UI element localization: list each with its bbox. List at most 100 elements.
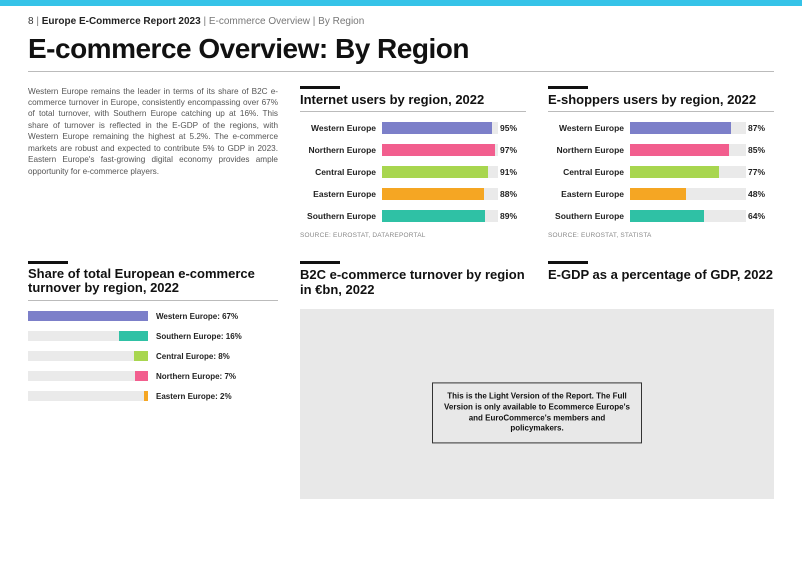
bar-fill <box>630 210 704 222</box>
bar-fill <box>119 331 148 341</box>
bar-track: 87% <box>630 122 746 134</box>
bar-row: Central Europe91% <box>300 164 526 180</box>
title-overline <box>300 86 340 89</box>
bar-track: 85% <box>630 144 746 156</box>
bar-value: 88% <box>500 188 524 200</box>
locked-panels: B2C e-commerce turnover by region in €bn… <box>300 261 774 499</box>
bar-label: Western Europe <box>548 123 630 133</box>
bar-track: 77% <box>630 166 746 178</box>
locked-panel-left: B2C e-commerce turnover by region in €bn… <box>300 261 526 309</box>
top-row: Western Europe remains the leader in ter… <box>28 86 774 239</box>
bar-label: Central Europe: 8% <box>156 352 230 361</box>
chart-title: Share of total European e-commerce turno… <box>28 267 278 302</box>
bar-track <box>28 331 148 341</box>
bar-track: 97% <box>382 144 498 156</box>
bar-label: Northern Europe: 7% <box>156 372 236 381</box>
chart-title: E-shoppers users by region, 2022 <box>548 92 774 112</box>
bar-row: Central Europe: 8% <box>28 349 278 363</box>
chart-source: SOURCE: EUROSTAT, STATISTA <box>548 232 774 239</box>
bar-value: 64% <box>748 210 772 222</box>
bar-fill <box>134 351 148 361</box>
bar-track: 95% <box>382 122 498 134</box>
bar-fill <box>382 166 488 178</box>
title-overline <box>548 86 588 89</box>
bar-track: 48% <box>630 188 746 200</box>
bar-track: 88% <box>382 188 498 200</box>
bar-fill <box>630 166 719 178</box>
bar-label: Northern Europe <box>300 145 382 155</box>
bar-value: 89% <box>500 210 524 222</box>
bar-value: 95% <box>500 122 524 134</box>
bar-fill <box>382 122 492 134</box>
bar-label: Southern Europe <box>300 211 382 221</box>
bar-row: Eastern Europe48% <box>548 186 774 202</box>
bar-track <box>28 311 148 321</box>
light-version-notice: This is the Light Version of the Report.… <box>432 382 642 443</box>
bar-row: Western Europe87% <box>548 120 774 136</box>
bar-row: Eastern Europe88% <box>300 186 526 202</box>
bar-row: Southern Europe89% <box>300 208 526 224</box>
chart-body: Western Europe: 67% Southern Europe: 16% C… <box>28 309 278 403</box>
bar-value: 91% <box>500 166 524 178</box>
crumb-subsection: By Region <box>318 16 364 27</box>
bar-label: Eastern Europe: 2% <box>156 392 232 401</box>
bar-fill <box>144 391 148 401</box>
title-overline <box>300 261 340 264</box>
bar-row: Southern Europe64% <box>548 208 774 224</box>
bar-label: Central Europe <box>300 167 382 177</box>
bar-value: 97% <box>500 144 524 156</box>
locked-content-box: This is the Light Version of the Report.… <box>300 309 774 499</box>
title-overline <box>548 261 588 264</box>
bar-value: 87% <box>748 122 772 134</box>
bar-label: Western Europe: 67% <box>156 312 238 321</box>
bottom-row: Share of total European e-commerce turno… <box>28 261 774 499</box>
top-accent-bar <box>0 0 802 6</box>
page-number: 8 <box>28 16 34 27</box>
chart-body: Western Europe87%Northern Europe85%Centr… <box>548 120 774 224</box>
breadcrumb: 8 | Europe E-Commerce Report 2023 | E-co… <box>28 16 774 27</box>
bar-label: Eastern Europe <box>548 189 630 199</box>
chart-internet-users: Internet users by region, 2022 Western E… <box>300 86 526 239</box>
bar-label: Southern Europe: 16% <box>156 332 242 341</box>
bar-track <box>28 371 148 381</box>
bar-row: Western Europe: 67% <box>28 309 278 323</box>
bar-label: Central Europe <box>548 167 630 177</box>
title-overline <box>28 261 68 264</box>
bar-label: Southern Europe <box>548 211 630 221</box>
report-page: 8 | Europe E-Commerce Report 2023 | E-co… <box>0 0 802 567</box>
locked-panel-headers: B2C e-commerce turnover by region in €bn… <box>300 261 774 309</box>
bar-row: Northern Europe97% <box>300 142 526 158</box>
bar-fill <box>382 144 495 156</box>
bar-track: 91% <box>382 166 498 178</box>
intro-paragraph: Western Europe remains the leader in ter… <box>28 86 278 239</box>
bar-row: Northern Europe: 7% <box>28 369 278 383</box>
title-rule <box>28 71 774 72</box>
chart-eshoppers: E-shoppers users by region, 2022 Western… <box>548 86 774 239</box>
bar-row: Northern Europe85% <box>548 142 774 158</box>
bar-fill <box>135 371 148 381</box>
bar-value: 85% <box>748 144 772 156</box>
bar-label: Eastern Europe <box>300 189 382 199</box>
bar-track <box>28 391 148 401</box>
chart-title: Internet users by region, 2022 <box>300 92 526 112</box>
bar-row: Southern Europe: 16% <box>28 329 278 343</box>
bar-track: 89% <box>382 210 498 222</box>
crumb-section: E-commerce Overview <box>209 16 310 27</box>
chart-source: SOURCE: EUROSTAT, DATAREPORTAL <box>300 232 526 239</box>
report-name: Europe E-Commerce Report 2023 <box>42 16 201 27</box>
bar-row: Central Europe77% <box>548 164 774 180</box>
bar-label: Western Europe <box>300 123 382 133</box>
bar-value: 77% <box>748 166 772 178</box>
chart-body: Western Europe95%Northern Europe97%Centr… <box>300 120 526 224</box>
chart-share-turnover: Share of total European e-commerce turno… <box>28 261 278 410</box>
bar-row: Western Europe95% <box>300 120 526 136</box>
bar-fill <box>382 210 485 222</box>
bar-fill <box>382 188 484 200</box>
bar-row: Eastern Europe: 2% <box>28 389 278 403</box>
bar-fill <box>630 144 729 156</box>
bar-fill <box>630 188 686 200</box>
locked-panel-right: E-GDP as a percentage of GDP, 2022 <box>548 261 774 309</box>
bar-track: 64% <box>630 210 746 222</box>
bar-label: Northern Europe <box>548 145 630 155</box>
bar-fill <box>630 122 731 134</box>
